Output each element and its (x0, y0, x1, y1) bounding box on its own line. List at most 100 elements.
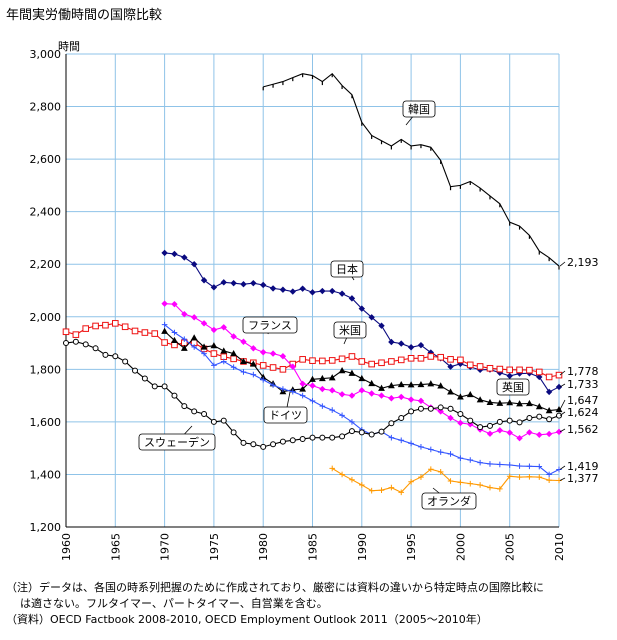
data-point (348, 392, 356, 399)
end-label: 2,193 (567, 256, 599, 269)
series-line (331, 467, 560, 493)
data-point (319, 287, 326, 295)
data-point (516, 370, 523, 377)
x-tick-label: 1990 (356, 533, 369, 561)
data-point (555, 371, 563, 379)
end-label-leader (559, 465, 566, 470)
data-point (132, 367, 139, 374)
callout-label: フランス (248, 319, 292, 332)
data-point (72, 331, 80, 338)
end-label-leader (559, 370, 566, 376)
data-point (556, 477, 562, 484)
data-point (535, 368, 543, 376)
data-point (269, 285, 277, 292)
data-point (220, 347, 228, 354)
data-point (536, 431, 543, 438)
data-point (408, 440, 414, 447)
data-point (457, 419, 464, 427)
series-オランダ (329, 465, 562, 496)
data-point (378, 322, 385, 329)
callout: 日本 (330, 260, 364, 281)
data-point (181, 336, 188, 342)
data-point (536, 373, 543, 381)
data-point (230, 429, 237, 436)
x-tick-label: 1995 (405, 533, 418, 561)
data-point (348, 353, 356, 360)
data-point (447, 356, 454, 363)
data-point (171, 336, 178, 344)
x-tick-label: 1960 (60, 533, 73, 561)
data-point (220, 279, 227, 286)
data-point (407, 344, 415, 351)
data-point (259, 362, 267, 369)
data-point (526, 463, 533, 470)
data-point (348, 428, 355, 435)
data-point (348, 295, 356, 302)
data-point (289, 363, 296, 370)
data-point (220, 417, 227, 424)
data-point (151, 383, 158, 390)
data-point (466, 361, 474, 369)
data-point (447, 405, 454, 412)
data-point (397, 380, 405, 388)
y-tick-label: 1,600 (30, 416, 62, 429)
data-point (477, 482, 483, 488)
callout-label: 英国 (502, 380, 524, 394)
data-point (358, 305, 365, 312)
data-point (378, 487, 385, 494)
data-point (467, 457, 474, 463)
x-tick-label: 1970 (159, 533, 172, 561)
data-point (546, 416, 553, 423)
data-point (407, 354, 415, 362)
callout: オランダ (421, 487, 477, 510)
data-point (447, 388, 454, 395)
data-point (220, 324, 227, 331)
data-point (358, 429, 365, 436)
data-point (398, 414, 405, 421)
data-point (279, 286, 287, 293)
data-point (526, 474, 533, 480)
data-point (368, 360, 375, 368)
data-point (358, 358, 366, 365)
data-point (270, 441, 277, 448)
data-point (368, 379, 376, 387)
data-point (92, 322, 99, 330)
data-point (329, 434, 336, 441)
data-point (486, 430, 494, 437)
data-point (220, 358, 227, 365)
data-point (487, 461, 493, 467)
end-label: 1,562 (567, 423, 599, 436)
data-point (378, 428, 385, 435)
data-point (299, 385, 307, 392)
data-point (447, 414, 454, 422)
data-point (200, 320, 208, 327)
data-point (447, 478, 454, 484)
data-point (318, 374, 326, 382)
y-tick-label: 3,000 (30, 48, 62, 61)
data-point (437, 353, 444, 361)
data-point (398, 340, 405, 347)
data-point (240, 369, 247, 375)
data-point (201, 411, 208, 418)
data-point (516, 400, 523, 407)
data-point (200, 343, 208, 350)
data-point (328, 357, 336, 364)
data-point (260, 281, 267, 289)
data-point (417, 380, 425, 388)
data-point (63, 340, 69, 347)
callout: 米国 (333, 321, 367, 345)
data-point (62, 328, 70, 336)
data-point (378, 359, 385, 367)
data-point (408, 408, 415, 415)
data-point (368, 314, 375, 321)
callout-box (333, 321, 367, 339)
data-point (240, 280, 247, 288)
data-point (299, 392, 306, 399)
data-point (200, 277, 208, 284)
data-point (545, 406, 553, 414)
y-tick-label: 1,200 (30, 521, 62, 534)
data-point (112, 353, 119, 360)
data-point (240, 338, 247, 345)
callout-label: ドイツ (269, 409, 302, 422)
y-tick-label: 1,400 (30, 468, 62, 481)
